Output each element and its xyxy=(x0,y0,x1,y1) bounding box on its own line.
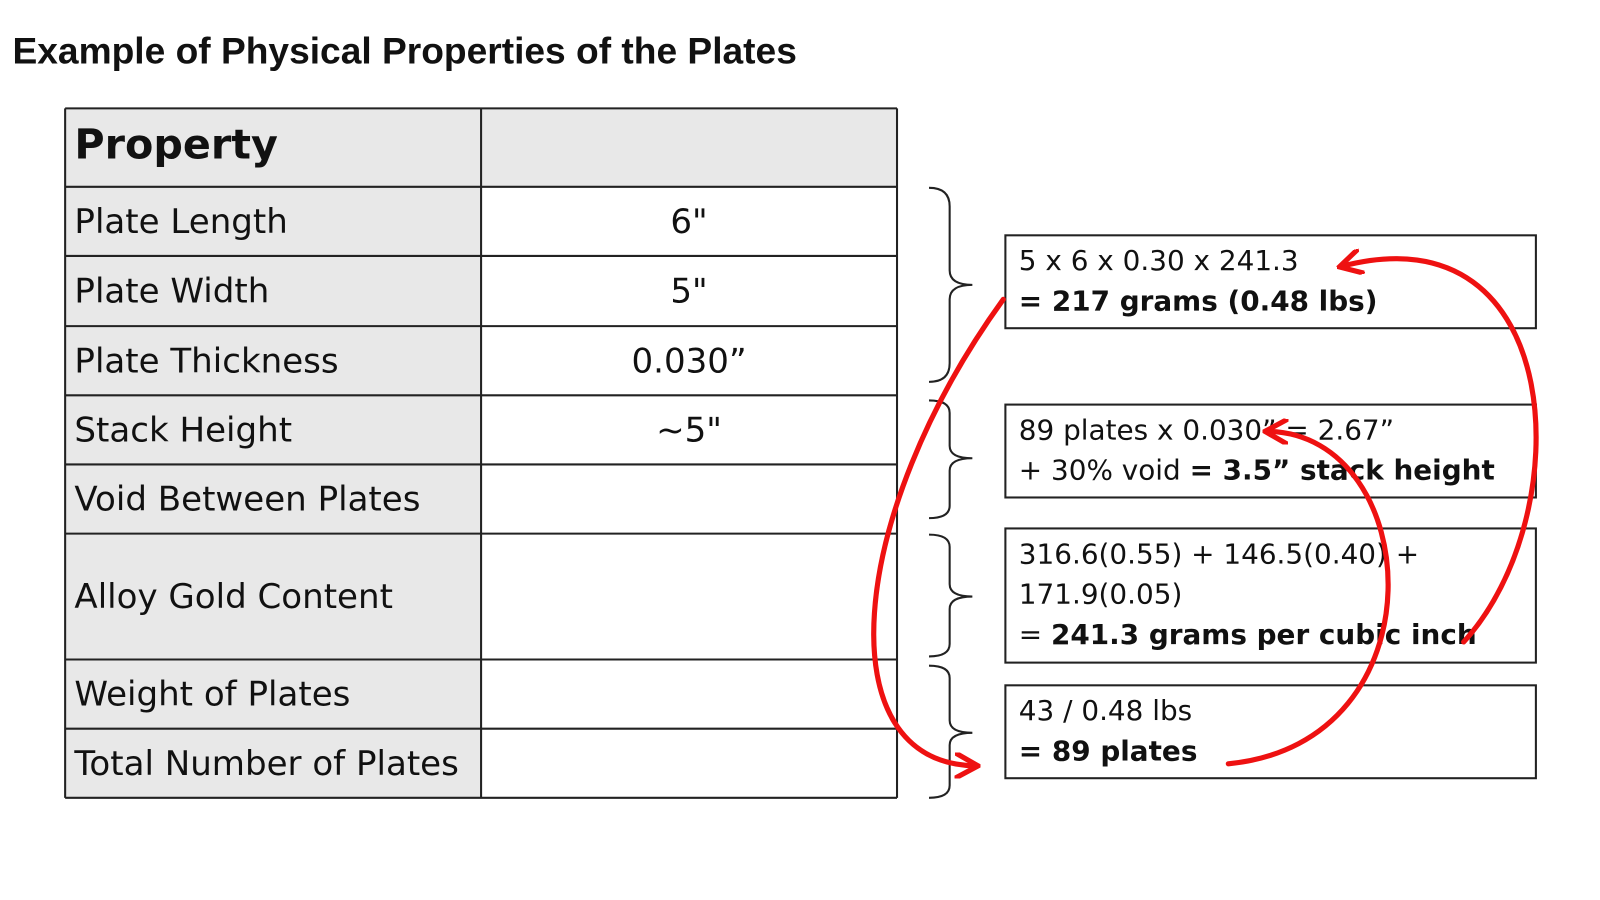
note-box xyxy=(1004,527,1537,664)
note-line: = 89 plates xyxy=(1019,734,1198,767)
note-line: + 30% void = 3.5” stack height xyxy=(1019,454,1495,487)
property-name: Plate Thickness xyxy=(74,341,338,381)
property-name: Alloy Gold Content xyxy=(74,577,393,617)
note-text: + 30% void xyxy=(1019,454,1190,487)
table-header: Property xyxy=(74,121,278,169)
property-name: Total Number of Plates xyxy=(73,744,458,784)
note-text: = 217 grams (0.48 lbs) xyxy=(1019,284,1378,317)
note-box xyxy=(1004,684,1537,780)
arrows xyxy=(871,259,1539,766)
note-line: 43 / 0.48 lbs xyxy=(1019,694,1192,727)
note-line: 171.9(0.05) xyxy=(1019,578,1183,611)
title: Example of Physical Properties of the Pl… xyxy=(12,29,796,71)
property-name: Stack Height xyxy=(74,410,292,450)
note-box xyxy=(1004,234,1537,330)
note-text: 241.3 grams per cubic inch xyxy=(1051,618,1477,651)
property-value: 6" xyxy=(670,202,707,242)
notes: 5 x 6 x 0.30 x 241.3 = 217 grams (0.48 lb… xyxy=(1004,234,1537,780)
property-value: ~5" xyxy=(656,410,722,450)
first-col-bg xyxy=(65,186,482,798)
note-text: = 89 plates xyxy=(1019,734,1198,767)
note-line: 5 x 6 x 0.30 x 241.3 xyxy=(1019,244,1299,277)
note-text: 43 / 0.48 lbs xyxy=(1019,694,1192,727)
property-name: Void Between Plates xyxy=(74,480,420,520)
table: Property Plate Length 6" Plate Width 5" Plate… xyxy=(64,107,899,799)
note-line: = 241.3 grams per cubic inch xyxy=(1019,618,1477,651)
property-value: 5" xyxy=(670,272,707,312)
note-text: 5 x 6 x 0.30 x 241.3 xyxy=(1019,244,1299,277)
note-text: 171.9(0.05) xyxy=(1019,578,1183,611)
property-name: Plate Length xyxy=(74,202,287,242)
note-text: 89 plates x 0.030” = 2.67” xyxy=(1019,413,1394,446)
note-text: 316.6(0.55) + 146.5(0.40) + xyxy=(1019,537,1419,570)
note-line: 316.6(0.55) + 146.5(0.40) + xyxy=(1019,537,1419,570)
property-name: Plate Width xyxy=(74,272,269,312)
note-text: = xyxy=(1019,618,1051,651)
note-text: = 3.5” stack height xyxy=(1190,454,1495,487)
braces xyxy=(928,186,973,799)
note-line: 89 plates x 0.030” = 2.67” xyxy=(1019,413,1394,446)
note-line: = 217 grams (0.48 lbs) xyxy=(1019,284,1378,317)
property-name: Weight of Plates xyxy=(74,675,350,715)
property-value: 0.030” xyxy=(631,341,746,381)
